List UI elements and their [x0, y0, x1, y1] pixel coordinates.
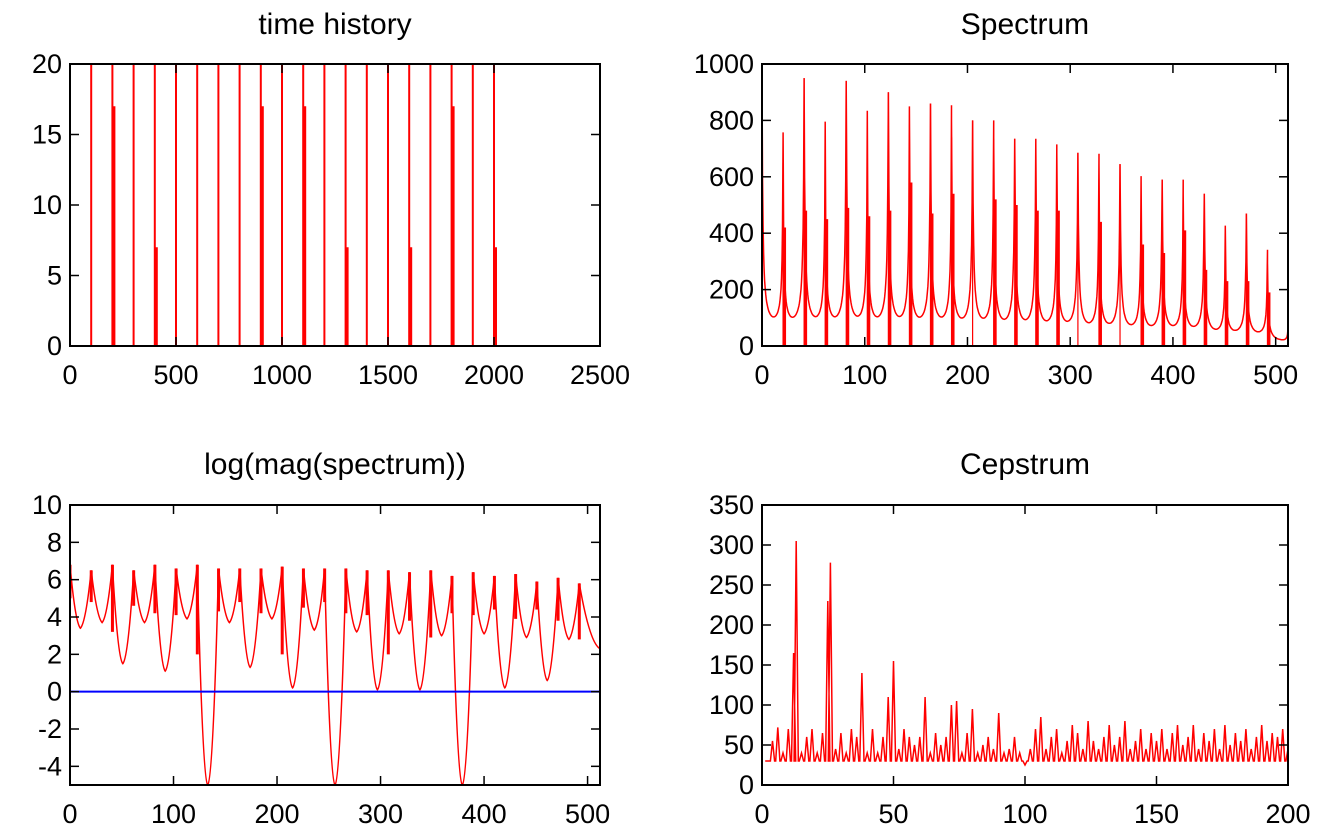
- x-tick-label: 300: [358, 799, 403, 829]
- plot-frame: [69, 63, 601, 347]
- y-tick-label: 250: [709, 570, 754, 600]
- chart-title: time history: [258, 8, 411, 41]
- y-tick-label: 300: [709, 530, 754, 560]
- x-tick-label: 2500: [570, 360, 630, 390]
- y-tick-label: 0: [47, 677, 62, 707]
- series-group: [762, 540, 1288, 785]
- y-tick-label: 350: [709, 490, 754, 520]
- y-tick-label: 6: [47, 565, 62, 595]
- y-tick-label: 4: [47, 602, 62, 632]
- spectrum-line: [762, 72, 1288, 341]
- y-tick-label: -4: [38, 751, 62, 781]
- x-tick-label: 50: [878, 799, 908, 829]
- x-tick-label: 500: [153, 360, 198, 390]
- y-tick-label: 150: [709, 650, 754, 680]
- y-tick-label: 1000: [694, 49, 754, 79]
- chart-title: Cepstrum: [960, 448, 1090, 481]
- cepstrum-plot: Cepstrum 0 50 100 150 200 0 50 100 150 200 250 300 35…: [709, 448, 1311, 829]
- x-tick-label: 2000: [464, 360, 524, 390]
- chart-title: Spectrum: [961, 8, 1089, 41]
- log-spectrum-line: [70, 564, 600, 785]
- x-tick-label: 100: [1002, 799, 1047, 829]
- y-tick-label: 200: [709, 610, 754, 640]
- cepstrum-line: [765, 540, 1288, 767]
- y-tick-label: 2: [47, 639, 62, 669]
- series-group: [762, 72, 1288, 346]
- y-tick-label: 10: [32, 490, 62, 520]
- y-tick-label: 200: [709, 275, 754, 305]
- y-tick-label: 800: [709, 105, 754, 135]
- x-tick-label: 100: [842, 360, 887, 390]
- x-tick-label: 200: [1265, 799, 1310, 829]
- y-tick-label: 10: [32, 190, 62, 220]
- x-tick-label: 100: [151, 799, 196, 829]
- y-tick-label: 50: [724, 730, 754, 760]
- y-tick-label: 15: [32, 120, 62, 150]
- x-tick-label: 500: [565, 799, 610, 829]
- y-tick-label: -2: [38, 714, 62, 744]
- y-tick-label: 20: [32, 49, 62, 79]
- series-group: [70, 564, 600, 785]
- x-tick-label: 200: [945, 360, 990, 390]
- x-tick-label: 0: [62, 799, 77, 829]
- y-tick-label: 0: [739, 770, 754, 800]
- spectrum-plot: Spectrum 0 100 200 300 400 500 0 200 400 600 800 100…: [694, 8, 1298, 390]
- y-tick-label: 0: [739, 331, 754, 361]
- x-tick-label: 0: [62, 360, 77, 390]
- x-tick-label: 400: [462, 799, 507, 829]
- x-tick-label: 150: [1134, 799, 1179, 829]
- y-tick-label: 400: [709, 218, 754, 248]
- y-tick-label: 5: [47, 261, 62, 291]
- log-spectrum-plot: log(mag(spectrum)) 0 100 200 300 400 500 -4 -2 0 2…: [32, 448, 610, 829]
- x-tick-label: 200: [255, 799, 300, 829]
- x-tick-label: 300: [1048, 360, 1093, 390]
- x-tick-label: 0: [754, 799, 769, 829]
- x-tick-label: 400: [1150, 360, 1195, 390]
- x-tick-label: 500: [1253, 360, 1298, 390]
- plot-frame: [761, 63, 1289, 347]
- chart-title: log(mag(spectrum)): [204, 448, 466, 481]
- y-tick-label: 0: [47, 331, 62, 361]
- plot-frame: [69, 504, 601, 786]
- x-tick-label: 1000: [252, 360, 312, 390]
- x-tick-label: 1500: [358, 360, 418, 390]
- time-history-plot: time history 0 500 1000 1500 2000 2500 0 5 10 15 20: [32, 8, 630, 390]
- y-tick-label: 600: [709, 162, 754, 192]
- series-group: [70, 64, 497, 346]
- y-tick-label: 100: [709, 690, 754, 720]
- x-tick-label: 0: [754, 360, 769, 390]
- y-tick-label: 8: [47, 527, 62, 557]
